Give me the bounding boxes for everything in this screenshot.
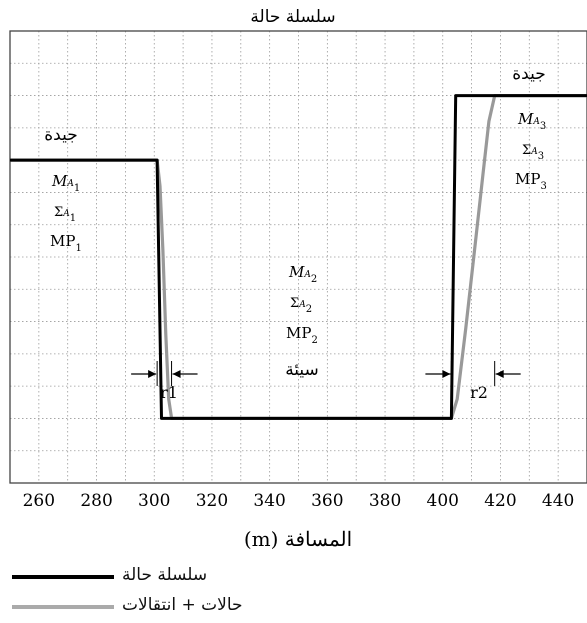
x-axis-label: المسافة (m): [244, 527, 352, 551]
marker-arrowhead: [172, 370, 181, 378]
legend-label: سلسلة حالة: [122, 565, 208, 585]
legend-swatch: [12, 605, 114, 609]
x-tick-label: 280: [80, 491, 112, 511]
x-tick-label: 340: [253, 491, 285, 511]
annotation-r2: r2: [470, 383, 488, 402]
range-markers: [131, 361, 521, 386]
annotation-mid-sigma: ΣA2: [290, 296, 312, 315]
annotation-mid-mp: MP2: [286, 324, 318, 346]
x-tick-label: 360: [311, 491, 343, 511]
x-tick-label: 420: [484, 491, 516, 511]
annotation-right-quality: جيدة: [512, 64, 545, 84]
annotation-left-m: MA1: [51, 172, 80, 194]
x-tick-label: 440: [542, 491, 574, 511]
annotation-left-quality: جيدة: [44, 125, 77, 145]
x-tick-label: 320: [196, 491, 228, 511]
x-tick-label: 300: [138, 491, 170, 511]
annotation-right-m: MA3: [517, 110, 546, 132]
marker-arrowhead: [442, 370, 451, 378]
plot-frame: [9, 30, 587, 484]
series-line-0: [10, 94, 587, 420]
legend-swatch: [12, 575, 114, 579]
x-tick-label: 400: [427, 491, 459, 511]
legend-label: حالات + انتقالات: [122, 595, 243, 615]
marker-arrowhead: [495, 370, 504, 378]
annotation-left-sigma: ΣA1: [54, 205, 76, 224]
legend-item-states-transitions: حالات + انتقالات: [8, 595, 338, 619]
annotation-right-sigma: ΣA3: [522, 143, 544, 162]
chart-title: سلسلة حالة: [250, 7, 335, 27]
legend-item-state-series: سلسلة حالة: [8, 565, 338, 589]
annotation-left-mp: MP1: [50, 232, 82, 254]
annotation-mid-quality: سيئة: [285, 360, 319, 380]
annotation-r1: r1: [160, 383, 178, 402]
x-tick-label: 260: [23, 491, 55, 511]
marker-arrowhead: [148, 370, 157, 378]
x-tick-label: 380: [369, 491, 401, 511]
annotation-right-mp: MP3: [515, 170, 547, 192]
grid: [10, 31, 587, 483]
series-group: [10, 93, 587, 420]
annotation-mid-m: MA2: [288, 263, 317, 285]
x-tick-labels: 260 280 300 320 340 360 380 400 420 440: [23, 491, 575, 511]
